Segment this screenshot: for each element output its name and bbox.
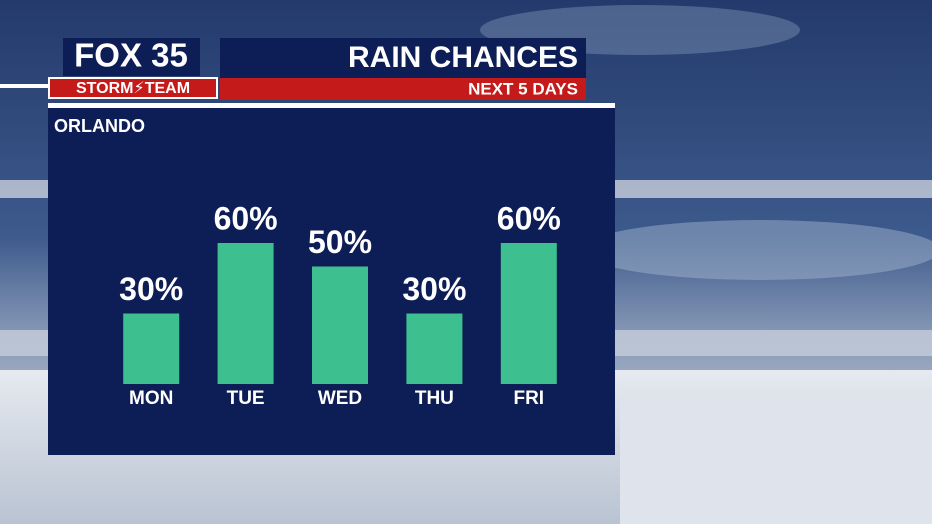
- accent-line: [0, 84, 48, 88]
- bar: [123, 313, 180, 384]
- category-label: FRI: [513, 388, 544, 409]
- plot: 30% MON 60% TUE 50% WED 30% THU 60% FRI: [119, 200, 561, 409]
- divider: [48, 103, 615, 108]
- value-label: 60%: [214, 200, 278, 236]
- title-bar: [220, 38, 586, 78]
- bar: [312, 266, 368, 384]
- category-label: TUE: [227, 388, 265, 409]
- value-label: 30%: [119, 271, 183, 307]
- value-label: 30%: [402, 271, 466, 307]
- category-label: THU: [415, 388, 454, 409]
- studio-desk: [620, 390, 932, 524]
- bar: [217, 243, 274, 384]
- subtitle-bar: [220, 78, 586, 100]
- value-label: 50%: [308, 224, 372, 260]
- team-name: STORM⚡TEAM: [76, 80, 190, 97]
- location: ORLANDO: [54, 116, 145, 136]
- cloud: [580, 220, 932, 280]
- value-label: 60%: [497, 200, 561, 236]
- chart-subtitle: NEXT 5 DAYS: [468, 79, 578, 98]
- logo-box: [63, 38, 200, 76]
- bar: [500, 243, 557, 384]
- chart-title: RAIN CHANCES: [348, 41, 578, 74]
- logo: FOX 35: [74, 37, 188, 74]
- team-box: [48, 77, 218, 99]
- bar: [406, 313, 463, 384]
- category-label: MON: [129, 388, 173, 409]
- category-label: WED: [318, 388, 362, 409]
